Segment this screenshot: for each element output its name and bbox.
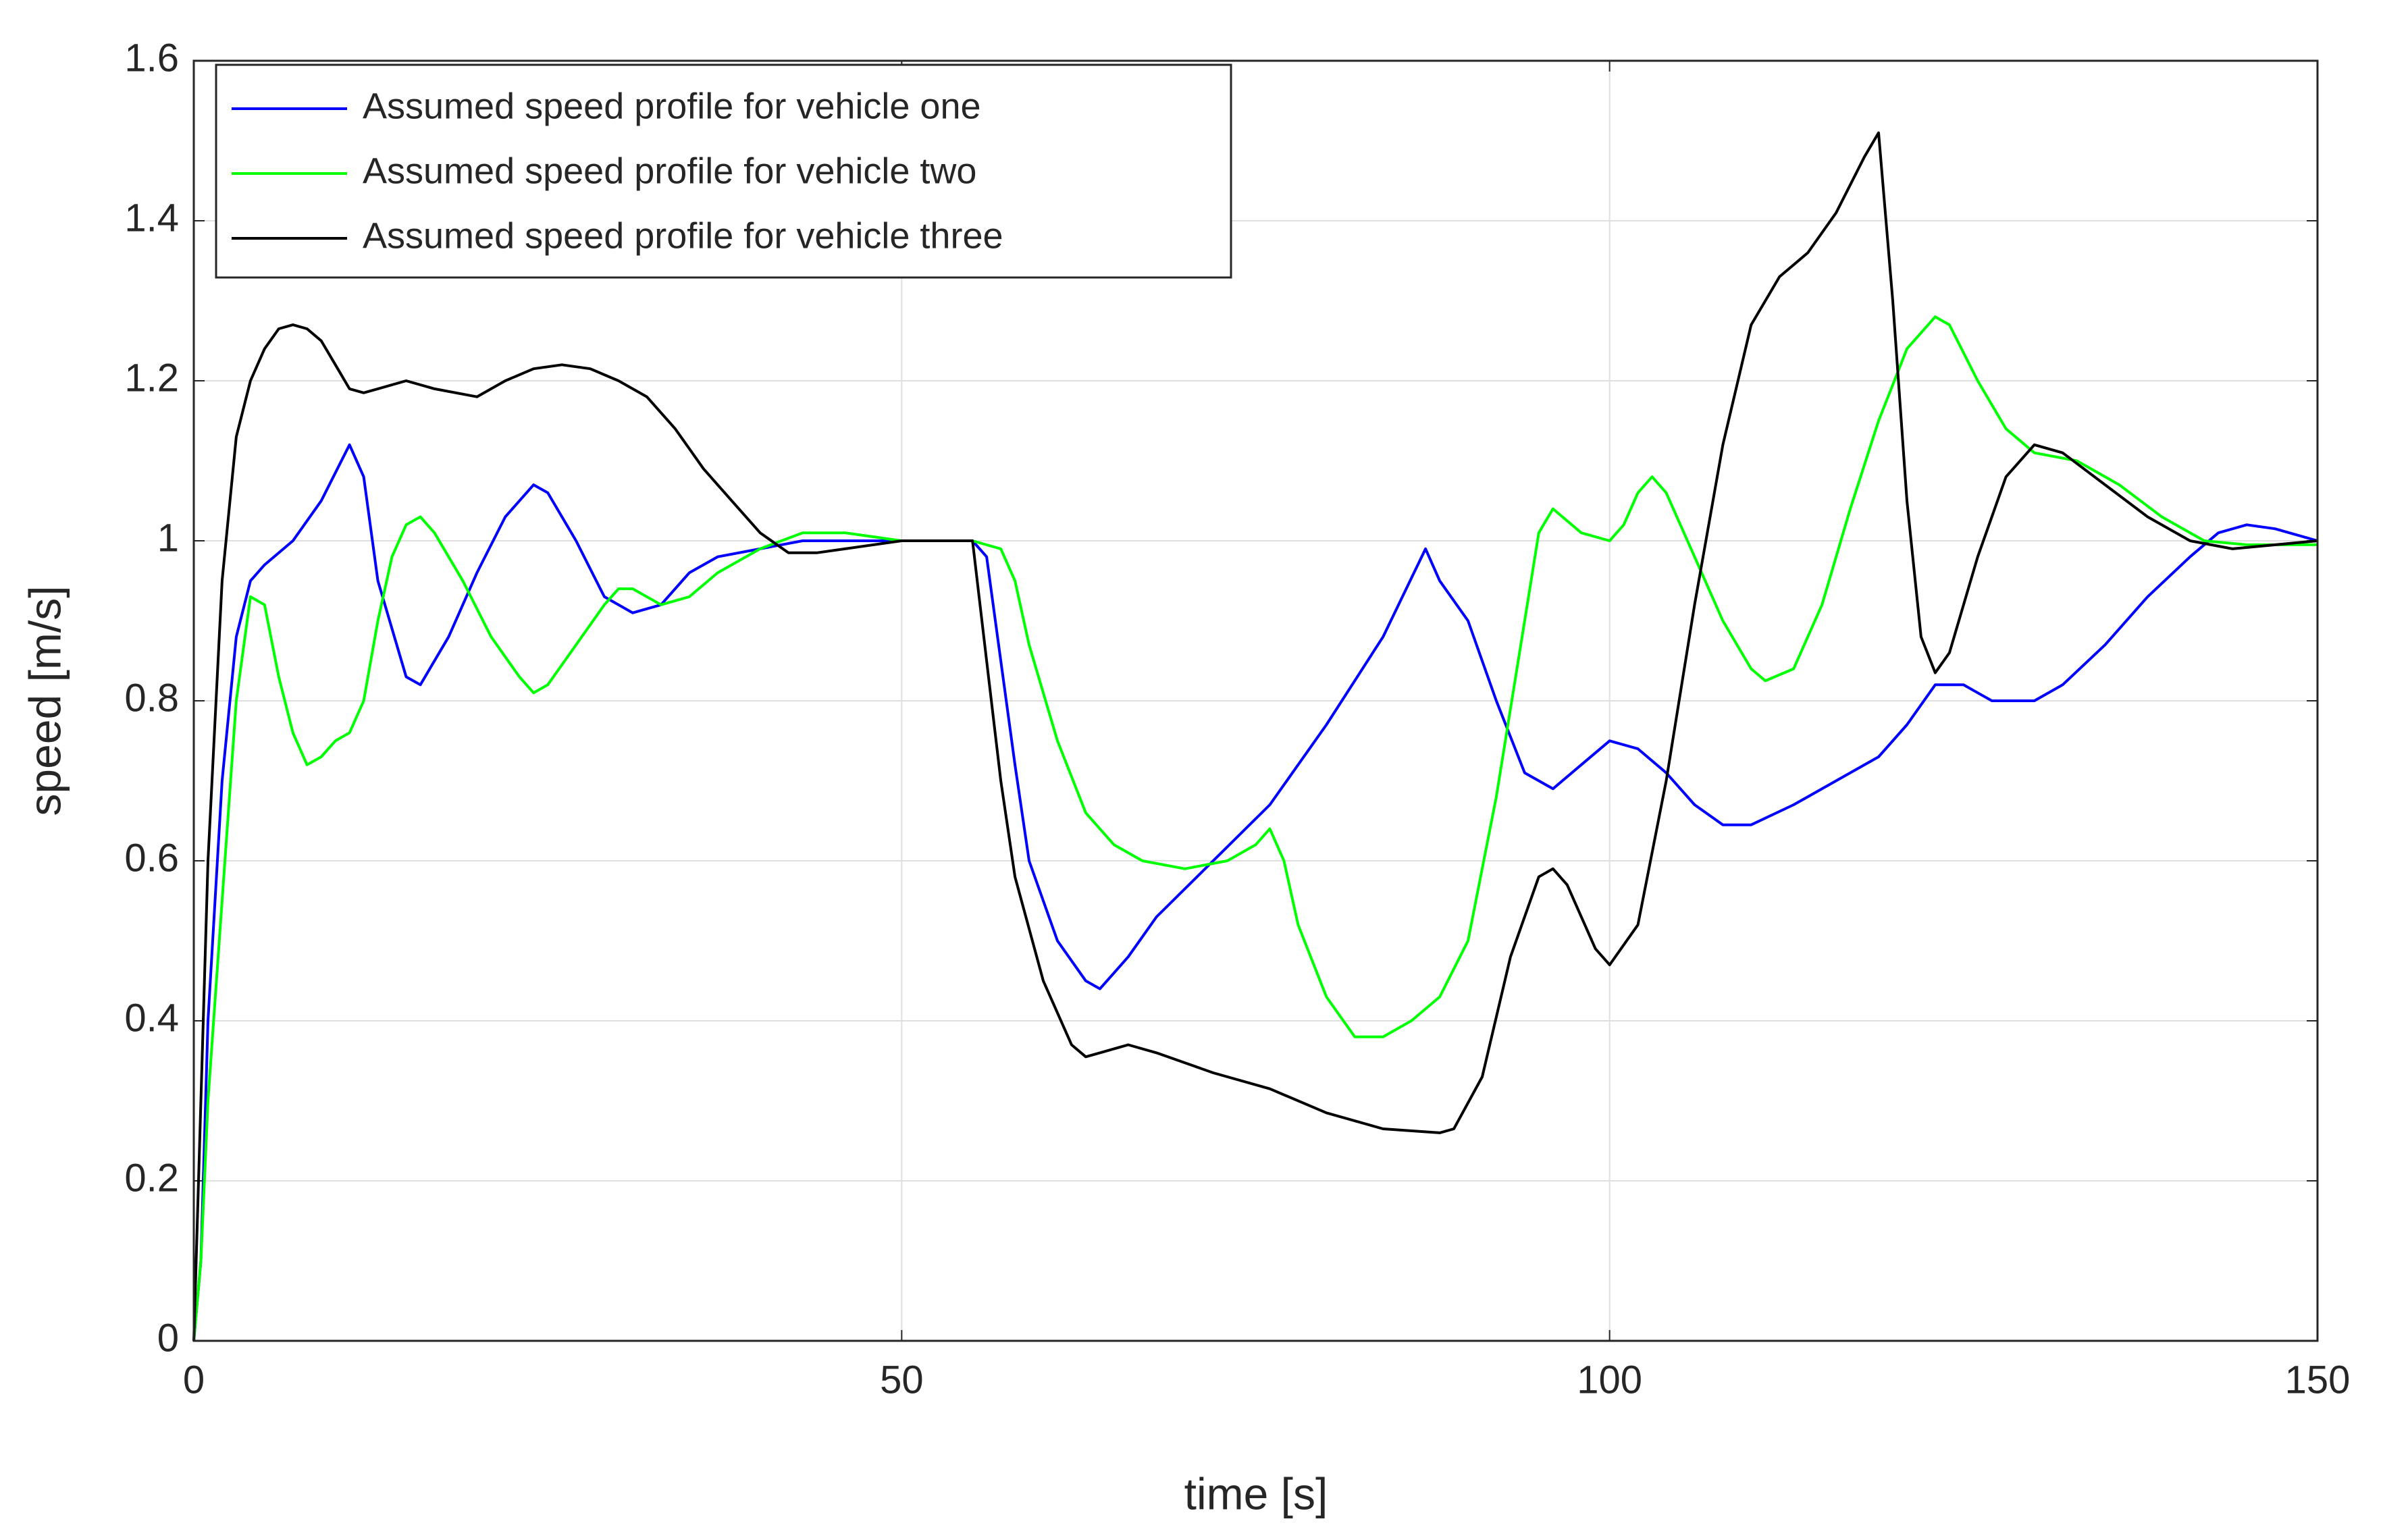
y-tick-label: 1.6 bbox=[124, 36, 179, 80]
legend-text: Assumed speed profile for vehicle one bbox=[363, 86, 981, 126]
x-tick-label: 150 bbox=[2285, 1358, 2351, 1402]
x-tick-label: 0 bbox=[183, 1358, 205, 1402]
legend: Assumed speed profile for vehicle one Ass… bbox=[215, 63, 1232, 279]
legend-text: Assumed speed profile for vehicle two bbox=[363, 151, 976, 191]
series-line bbox=[192, 315, 2317, 1342]
y-tick-label: 0.2 bbox=[124, 1156, 179, 1200]
y-tick-label: 0.6 bbox=[124, 836, 179, 880]
x-tick-label: 100 bbox=[1577, 1358, 1642, 1402]
y-tick-label: 0.4 bbox=[124, 996, 179, 1040]
x-axis-label: time [s] bbox=[1184, 1468, 1328, 1518]
plot-frame bbox=[192, 59, 2319, 1342]
y-tick-label: 1.2 bbox=[124, 356, 179, 400]
series-line bbox=[192, 131, 2318, 1342]
x-tick-label: 50 bbox=[880, 1358, 924, 1402]
y-axis-label: speed [m/s] bbox=[20, 585, 70, 816]
legend-text: Assumed speed profile for vehicle three bbox=[363, 215, 1003, 256]
legend-box bbox=[215, 63, 1232, 279]
y-tick-label: 1.4 bbox=[124, 196, 179, 240]
y-tick-label: 1 bbox=[157, 516, 179, 560]
y-tick-label: 0.8 bbox=[124, 676, 179, 720]
series-line bbox=[192, 443, 2318, 1342]
y-tick-label: 0 bbox=[157, 1316, 179, 1360]
